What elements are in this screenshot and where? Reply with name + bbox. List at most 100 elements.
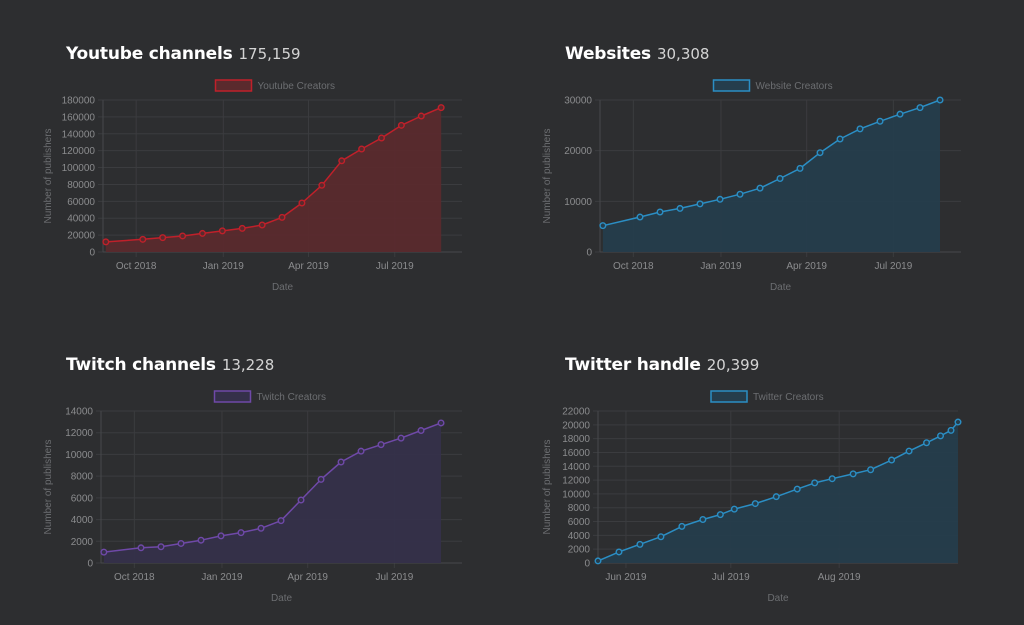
data-point <box>137 544 145 552</box>
data-point <box>947 426 955 434</box>
data-point <box>358 145 366 153</box>
data-point <box>756 184 764 192</box>
data-point <box>100 548 108 556</box>
twitter-chart: 0 2000 4000 6000 8000 10000 12000 14000 16000 180… <box>542 390 962 604</box>
chart-title-text: Twitter handle <box>565 355 701 375</box>
data-point <box>849 470 857 478</box>
youtube-chart-panel: Youtube channels 175,159 0 20000 40000 60000… <box>43 44 506 314</box>
data-point <box>905 447 913 455</box>
y-tick-label: 4000 <box>568 531 591 542</box>
chart-total-count: 175,159 <box>238 45 301 63</box>
x-tick-label: Oct 2018 <box>114 572 155 583</box>
y-tick-label: 20000 <box>564 146 592 157</box>
data-point <box>888 456 896 464</box>
x-tick-label: Apr 2019 <box>786 261 827 272</box>
y-tick-label: 14000 <box>562 462 590 473</box>
data-point <box>437 419 445 427</box>
y-tick-label: 16000 <box>562 448 590 459</box>
y-tick-label: 10000 <box>65 450 93 461</box>
x-axis-title: Date <box>767 593 789 604</box>
legend-label: Twitch Creators <box>257 392 326 403</box>
data-point <box>876 117 884 125</box>
data-point <box>337 458 345 466</box>
y-tick-label: 0 <box>584 559 590 570</box>
data-point <box>594 557 602 565</box>
data-point <box>699 515 707 523</box>
youtube-chart: 0 20000 40000 60000 80000 100000 120000 140000 1… <box>43 79 462 293</box>
data-point <box>936 96 944 104</box>
data-point <box>615 548 623 556</box>
x-tick-label: Apr 2019 <box>288 261 329 272</box>
y-axis-title: Number of publishers <box>43 439 54 534</box>
data-point <box>599 222 607 230</box>
x-axis-title: Date <box>770 282 792 293</box>
legend-swatch <box>710 390 748 403</box>
data-point <box>736 190 744 198</box>
y-tick-label: 2000 <box>568 545 591 556</box>
data-point <box>772 493 780 501</box>
data-point <box>730 505 738 513</box>
y-tick-label: 100000 <box>62 163 96 174</box>
y-tick-label: 20000 <box>67 231 95 242</box>
data-point <box>836 135 844 143</box>
y-tick-label: 8000 <box>568 503 591 514</box>
series-area <box>598 422 958 563</box>
x-tick-label: Jul 2019 <box>376 261 414 272</box>
data-point <box>937 432 945 440</box>
y-axis-title: Number of publishers <box>542 128 553 223</box>
legend-swatch <box>214 79 253 92</box>
y-tick-label: 12000 <box>65 428 93 439</box>
data-point <box>678 522 686 530</box>
y-tick-label: 20000 <box>562 420 590 431</box>
y-tick-label: 160000 <box>62 112 96 123</box>
y-tick-label: 6000 <box>71 493 94 504</box>
chart-title-text: Twitch channels <box>66 355 216 375</box>
y-tick-label: 0 <box>89 248 95 259</box>
twitch-chart-panel: Twitch channels 13,228 0 2000 4000 6000 8000 1… <box>43 355 506 625</box>
data-point <box>317 475 325 483</box>
legend-label: Website Creators <box>756 81 833 92</box>
data-point <box>377 441 385 449</box>
data-point <box>828 475 836 483</box>
data-point <box>716 195 724 203</box>
y-tick-label: 18000 <box>562 434 590 445</box>
data-point <box>237 529 245 537</box>
y-tick-label: 60000 <box>67 197 95 208</box>
websites-chart: 0 10000 20000 30000 Oct 2018 Jan 2019 Apr 2019… <box>542 79 961 293</box>
data-point <box>856 125 864 133</box>
y-tick-label: 14000 <box>65 407 93 418</box>
data-point <box>896 110 904 118</box>
y-axis-title: Number of publishers <box>542 439 553 534</box>
y-tick-label: 4000 <box>71 515 94 526</box>
chart-total-count: 20,399 <box>706 356 760 374</box>
data-point <box>177 539 185 547</box>
legend-label: Youtube Creators <box>258 81 335 92</box>
data-point <box>751 500 759 508</box>
data-point <box>656 208 664 216</box>
data-point <box>417 112 425 120</box>
chart-title: Youtube channels 175,159 <box>66 44 301 64</box>
data-point <box>816 149 824 157</box>
data-point <box>923 439 931 447</box>
y-tick-label: 2000 <box>71 537 94 548</box>
data-point <box>657 533 665 541</box>
data-point <box>258 221 266 229</box>
y-tick-label: 10000 <box>562 489 590 500</box>
series-area <box>105 107 442 252</box>
legend-swatch <box>712 79 751 92</box>
data-point <box>437 104 445 112</box>
y-tick-label: 10000 <box>564 197 592 208</box>
x-tick-label: Jun 2019 <box>605 572 647 583</box>
data-point <box>636 540 644 548</box>
data-point <box>257 524 265 532</box>
legend-label: Twitter Creators <box>753 392 824 403</box>
x-tick-label: Oct 2018 <box>613 261 654 272</box>
x-tick-label: Oct 2018 <box>116 261 157 272</box>
x-tick-label: Jan 2019 <box>700 261 742 272</box>
data-point <box>159 234 167 242</box>
x-tick-label: Jul 2019 <box>712 572 750 583</box>
data-point <box>796 164 804 172</box>
twitch-chart: 0 2000 4000 6000 8000 10000 12000 14000 Oct 2018… <box>43 390 462 604</box>
y-tick-label: 22000 <box>562 407 590 418</box>
data-point <box>867 466 875 474</box>
